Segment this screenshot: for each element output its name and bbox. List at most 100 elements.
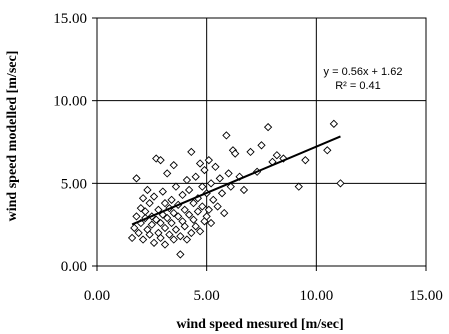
data-point <box>171 225 181 234</box>
data-point <box>136 203 146 213</box>
data-point <box>178 190 187 200</box>
data-point <box>147 220 156 229</box>
data-points <box>127 119 345 259</box>
data-point <box>149 238 159 247</box>
data-point <box>191 172 200 181</box>
data-point <box>138 194 148 203</box>
data-point <box>215 174 224 183</box>
trendline <box>131 135 341 226</box>
data-point <box>235 172 244 181</box>
data-point <box>239 185 249 195</box>
x-tick-label: 0.00 <box>84 288 110 304</box>
y-axis-title: wind speed modelled [m/sec] <box>5 51 20 222</box>
data-point <box>231 149 240 158</box>
data-point <box>204 205 213 214</box>
data-point <box>301 156 310 165</box>
data-point <box>160 199 170 208</box>
y-tick-label: 5.00 <box>61 176 87 192</box>
data-point <box>213 202 222 211</box>
data-point <box>184 185 194 195</box>
data-point <box>217 189 227 198</box>
data-point <box>165 230 174 239</box>
data-point <box>272 151 281 160</box>
data-point <box>132 212 141 221</box>
data-point <box>138 235 148 244</box>
data-point <box>329 119 339 128</box>
data-point <box>156 156 165 165</box>
data-point <box>156 233 165 243</box>
data-point <box>134 228 143 238</box>
data-point <box>176 232 185 241</box>
data-point <box>182 235 192 244</box>
data-point <box>163 169 172 178</box>
data-point <box>176 250 185 259</box>
y-tick-label: 15.00 <box>53 11 87 27</box>
data-point <box>189 215 198 224</box>
data-point <box>169 208 178 218</box>
data-point <box>171 182 181 191</box>
data-point <box>198 182 207 191</box>
r-squared-label: R² = 0.41 <box>335 80 381 92</box>
data-point <box>149 192 159 201</box>
x-tick-label: 5.00 <box>194 288 220 304</box>
data-point <box>141 207 150 216</box>
data-point <box>191 222 200 231</box>
data-point <box>169 161 178 170</box>
data-point <box>220 208 229 218</box>
data-point <box>160 240 170 249</box>
data-point <box>184 210 194 219</box>
data-point <box>145 199 154 208</box>
grid-lines <box>97 18 426 266</box>
data-point <box>323 146 332 155</box>
data-point <box>156 218 165 228</box>
x-tick-labels: 0.00 5.00 10.00 15.00 <box>84 266 443 304</box>
data-point <box>193 207 203 216</box>
data-point <box>158 187 167 196</box>
data-point <box>206 218 216 228</box>
data-point <box>152 215 161 224</box>
y-tick-label: 0.00 <box>61 259 87 275</box>
data-point <box>182 175 192 185</box>
data-point <box>130 223 139 233</box>
plot-frame <box>96 17 427 267</box>
data-point <box>187 228 196 238</box>
data-point <box>200 165 209 175</box>
data-point <box>195 227 205 236</box>
data-point <box>263 122 273 132</box>
data-point <box>145 230 154 239</box>
data-point <box>198 202 207 211</box>
data-point <box>336 179 345 188</box>
data-point <box>127 233 137 243</box>
data-point <box>174 212 183 221</box>
data-point <box>163 213 172 223</box>
data-point <box>226 182 235 191</box>
x-tick-label: 15.00 <box>409 288 443 304</box>
regression-equation: y = 0.56x + 1.62 <box>324 66 403 78</box>
data-point <box>224 169 233 178</box>
y-tick-label: 10.00 <box>53 94 87 110</box>
y-tick-labels: 0.00 5.00 10.00 15.00 <box>53 11 97 275</box>
data-point <box>143 185 152 195</box>
data-point <box>132 174 141 183</box>
x-axis-title: wind speed mesured [m/sec] <box>176 317 343 332</box>
x-tick-label: 10.00 <box>299 288 333 304</box>
data-point <box>195 159 205 168</box>
data-point <box>189 199 198 208</box>
data-point <box>211 162 220 171</box>
data-point <box>167 195 176 205</box>
data-point <box>180 205 189 214</box>
data-point <box>167 218 176 228</box>
data-point <box>180 222 189 231</box>
data-point <box>209 195 218 205</box>
data-point <box>160 223 170 233</box>
data-point <box>222 131 231 140</box>
data-point <box>169 235 178 244</box>
data-point <box>204 156 213 165</box>
data-point <box>206 179 216 188</box>
data-point <box>257 141 266 150</box>
data-point <box>246 147 255 157</box>
data-point <box>202 212 211 221</box>
data-point <box>187 147 196 157</box>
data-point <box>294 182 303 191</box>
